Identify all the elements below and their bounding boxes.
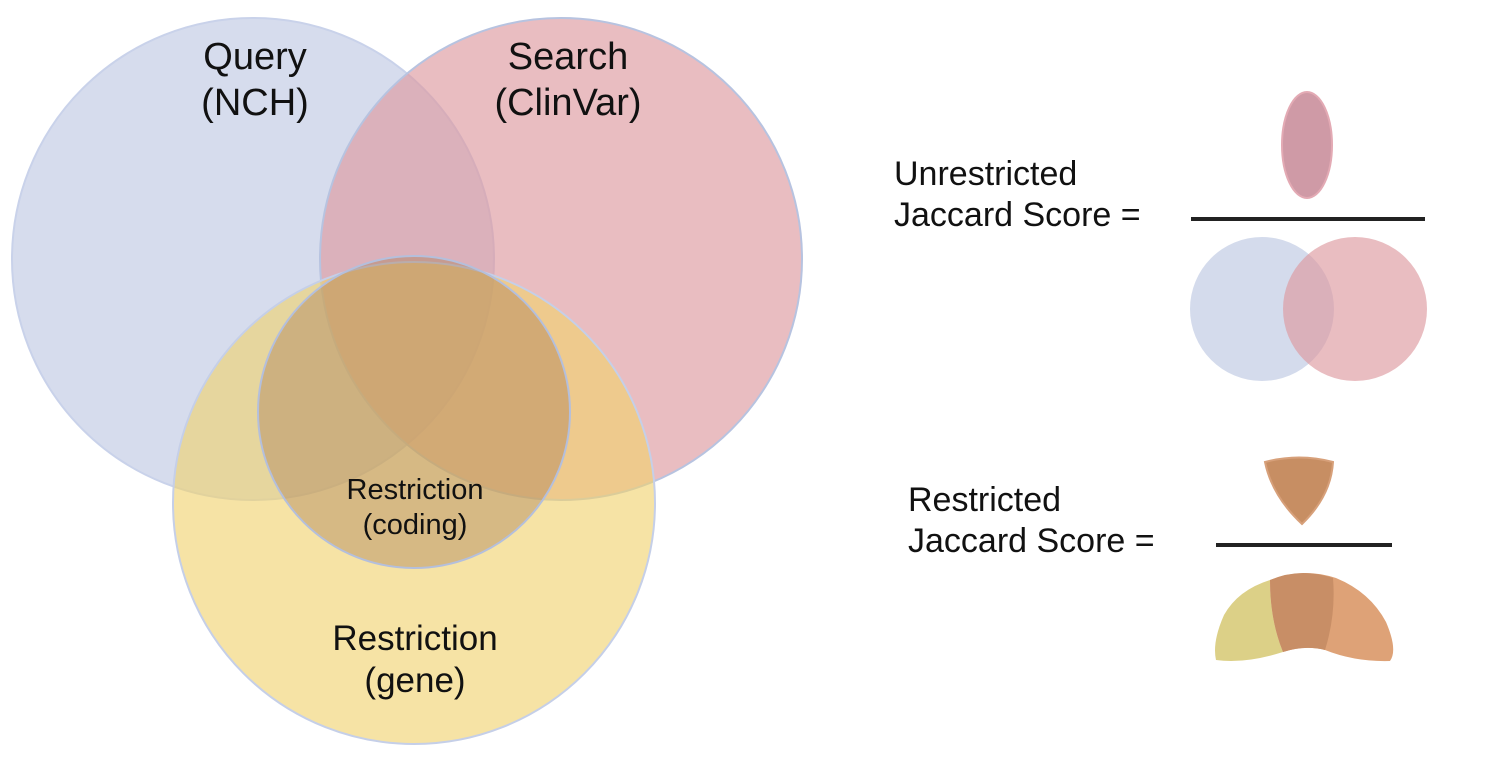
restricted-numerator [1263, 456, 1335, 526]
query-label-line2: (NCH) [201, 81, 309, 124]
search-label-line2: (ClinVar) [494, 81, 642, 124]
restricted-union-center-part [1270, 572, 1334, 652]
gene-restriction-label-line2: (gene) [364, 661, 466, 700]
unrestricted-formula-line2: Jaccard Score = [894, 195, 1141, 234]
gene-restriction-label-line1: Restriction [332, 619, 498, 658]
restricted-formula-line2: Jaccard Score = [908, 521, 1155, 560]
unrestricted-formula-line1: Unrestricted [894, 155, 1078, 193]
unrestricted-formula-label: Unrestricted Jaccard Score = [894, 154, 1141, 236]
restricted-formula-label: Restricted Jaccard Score = [908, 480, 1155, 562]
restricted-formula-line1: Restricted [908, 481, 1062, 519]
coding-restriction-label: Restriction (coding) [347, 473, 484, 543]
gene-restriction-label: Restriction (gene) [332, 618, 497, 702]
query-label: Query (NCH) [201, 35, 309, 126]
search-label: Search (ClinVar) [494, 35, 641, 126]
intersection-lens-icon [1281, 91, 1333, 199]
union-search-circle [1283, 237, 1427, 381]
main-venn [11, 17, 803, 745]
restricted-denominator [1215, 572, 1394, 662]
gene-restriction-circle [172, 261, 656, 745]
query-label-line1: Query [203, 36, 307, 78]
restricted-union-yellow-part [1215, 580, 1283, 661]
restricted-intersection-shape-icon [1263, 456, 1335, 526]
coding-restriction-label-line1: Restriction [346, 474, 484, 506]
unrestricted-numerator [1281, 91, 1333, 199]
unrestricted-denominator [1190, 237, 1427, 381]
search-label-line1: Search [507, 36, 629, 78]
coding-restriction-circle [257, 255, 571, 569]
coding-restriction-label-line2: (coding) [362, 508, 468, 541]
